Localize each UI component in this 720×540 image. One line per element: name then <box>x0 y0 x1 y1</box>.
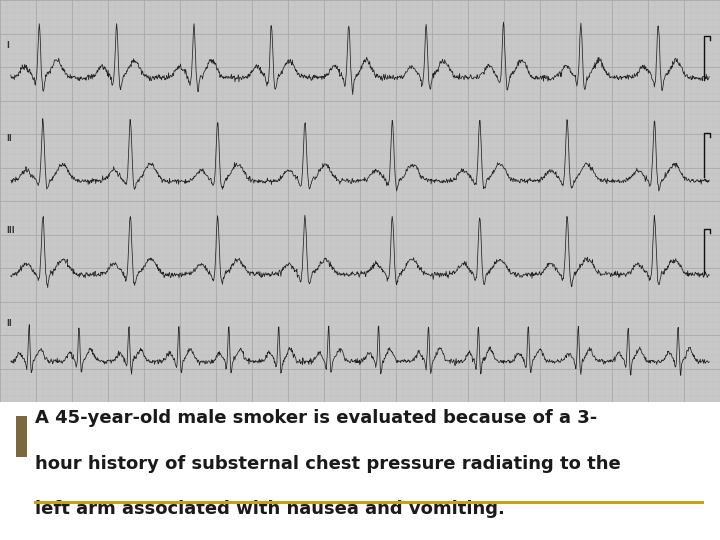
Text: A 45-year-old male smoker is evaluated because of a 3-: A 45-year-old male smoker is evaluated b… <box>35 409 597 427</box>
Text: I: I <box>6 41 9 50</box>
Text: hour history of substernal chest pressure radiating to the: hour history of substernal chest pressur… <box>35 455 621 472</box>
Text: II: II <box>6 319 12 328</box>
Text: II: II <box>6 134 12 143</box>
Text: left arm associated with nausea and vomiting.: left arm associated with nausea and vomi… <box>35 500 505 518</box>
Bar <box>16 416 27 457</box>
Text: III: III <box>6 226 14 235</box>
